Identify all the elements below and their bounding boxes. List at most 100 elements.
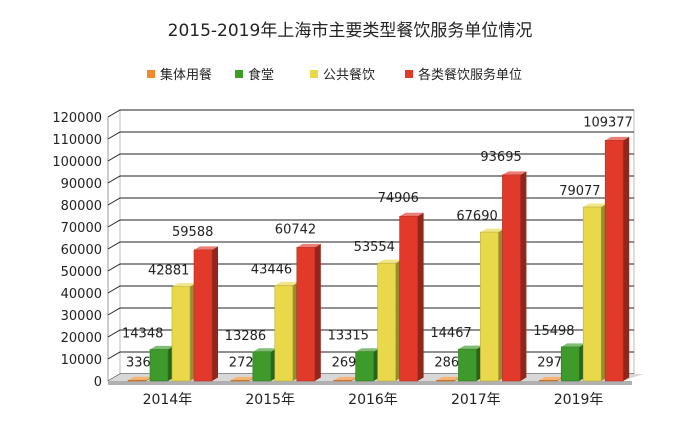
legend-label: 食堂 xyxy=(248,67,274,83)
bar-top xyxy=(377,259,402,264)
y-tick-label: 80000 xyxy=(61,199,102,214)
data-label: 43446 xyxy=(251,262,292,277)
data-label: 109377 xyxy=(583,115,633,130)
bar-top xyxy=(194,246,218,250)
bar xyxy=(230,380,250,382)
legend-label: 各类餐饮服务单位 xyxy=(418,67,522,83)
x-tick-label: 2017年 xyxy=(451,392,501,408)
bar-top xyxy=(172,283,196,287)
bar-top xyxy=(230,376,255,381)
gridline xyxy=(107,263,634,272)
bar-top xyxy=(252,348,277,352)
bar-top xyxy=(539,376,564,381)
legend: 集体用餐 食堂 公共餐饮 各类餐饮服务单位 xyxy=(147,67,522,83)
bar-top xyxy=(296,243,321,248)
data-label: 13286 xyxy=(225,329,266,344)
gridline xyxy=(107,197,634,206)
bar xyxy=(604,140,624,382)
y-tick-label: 100000 xyxy=(52,155,102,170)
bar xyxy=(127,379,147,382)
data-label: 14348 xyxy=(122,326,163,341)
data-label: 13315 xyxy=(328,329,369,344)
bar xyxy=(436,380,455,382)
y-tick-label: 30000 xyxy=(61,309,102,324)
bar xyxy=(252,351,272,382)
bar-side xyxy=(417,212,424,381)
bar-top xyxy=(561,343,586,347)
bar xyxy=(193,249,213,382)
bar-side xyxy=(623,136,630,381)
legend-label: 公共餐饮 xyxy=(323,67,375,83)
bar xyxy=(480,231,499,382)
gridline xyxy=(107,153,634,162)
bar xyxy=(560,346,580,382)
y-tick-label: 90000 xyxy=(61,177,102,192)
bar-side xyxy=(520,171,527,381)
data-label: 42881 xyxy=(148,264,189,279)
bar xyxy=(296,247,316,382)
data-label: 74906 xyxy=(378,191,419,206)
bar xyxy=(399,215,418,382)
y-tick-label: 110000 xyxy=(52,133,102,148)
legend-swatch xyxy=(310,70,318,78)
y-tick-label: 40000 xyxy=(61,287,102,302)
data-label: 297 xyxy=(537,355,562,370)
bar-top xyxy=(436,376,461,381)
chart-title: 2015-2019年上海市主要类型餐饮服务单位情况 xyxy=(168,21,533,41)
y-tick-label: 50000 xyxy=(61,265,102,280)
bar-top xyxy=(333,376,358,381)
gridline xyxy=(107,285,634,294)
bar xyxy=(171,286,191,382)
bar-side xyxy=(212,246,218,381)
bar xyxy=(333,380,352,382)
bar-top xyxy=(583,203,608,208)
bar-top xyxy=(480,228,505,233)
bar-top xyxy=(150,345,174,350)
x-tick-label: 2016年 xyxy=(348,392,398,408)
bar-top xyxy=(355,348,380,352)
data-label: 60742 xyxy=(275,222,316,237)
data-label: 79077 xyxy=(559,184,600,199)
data-label: 272 xyxy=(229,355,254,370)
data-label: 67690 xyxy=(456,209,497,224)
bar xyxy=(377,262,396,382)
data-label: 286 xyxy=(434,355,459,370)
bar-top xyxy=(128,376,152,381)
x-tick-label: 2014年 xyxy=(143,392,193,408)
floor-edge xyxy=(108,381,632,385)
legend-swatch xyxy=(235,70,243,78)
data-label: 59588 xyxy=(172,225,213,240)
y-tick-label: 60000 xyxy=(61,243,102,258)
bar-top xyxy=(502,171,527,175)
bar xyxy=(538,380,558,382)
data-label: 14467 xyxy=(430,326,471,341)
gridline xyxy=(107,329,634,338)
x-tick-label: 2019年 xyxy=(554,392,604,408)
bar xyxy=(274,285,294,382)
bar xyxy=(355,351,374,382)
gridline xyxy=(107,307,634,316)
data-label: 15498 xyxy=(533,324,574,339)
bar-side xyxy=(314,243,321,381)
y-tick-label: 120000 xyxy=(52,111,102,126)
x-tick-label: 2015年 xyxy=(245,392,295,408)
bar xyxy=(582,206,602,382)
bar-top xyxy=(605,136,630,141)
y-tick-label: 70000 xyxy=(61,221,102,236)
gridline xyxy=(107,175,634,184)
legend-label: 集体用餐 xyxy=(160,67,212,83)
data-label: 93695 xyxy=(480,150,521,165)
gridline xyxy=(107,131,634,140)
bar xyxy=(458,348,477,382)
data-label: 53554 xyxy=(354,240,395,255)
gridline xyxy=(107,109,634,118)
bar-top xyxy=(274,281,299,286)
bar xyxy=(149,349,169,382)
legend-swatch xyxy=(147,70,155,78)
y-tick-label: 0 xyxy=(94,375,102,390)
data-label: 336 xyxy=(126,355,151,370)
data-label: 269 xyxy=(332,355,357,370)
plot-area: 0 10000 20000 30000 40000 50000 60000 70000 8000… xyxy=(52,109,644,408)
y-tick-label: 20000 xyxy=(61,331,102,346)
